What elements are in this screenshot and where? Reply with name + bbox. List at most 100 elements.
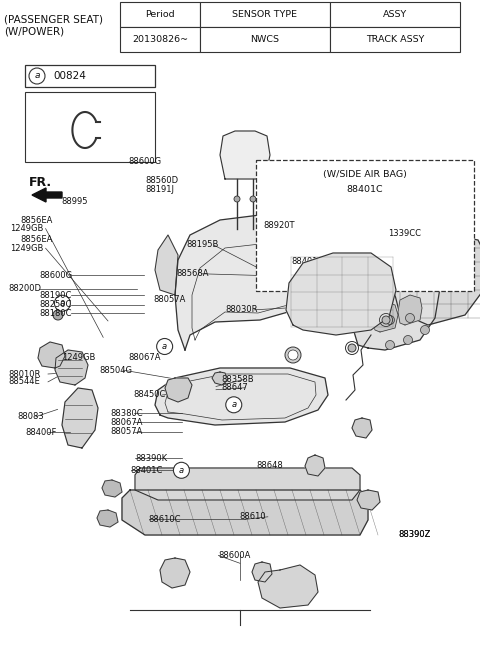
Text: FR.: FR.	[29, 176, 52, 189]
Circle shape	[420, 326, 430, 335]
Text: 88400F: 88400F	[25, 428, 56, 437]
Polygon shape	[352, 268, 440, 350]
Text: 88200D: 88200D	[9, 284, 42, 293]
Polygon shape	[102, 480, 122, 497]
Text: a: a	[231, 400, 236, 409]
Text: (PASSENGER SEAT): (PASSENGER SEAT)	[4, 14, 103, 24]
Text: a: a	[34, 71, 40, 81]
Text: 88610C: 88610C	[149, 515, 181, 524]
Text: 88380C: 88380C	[110, 409, 143, 418]
Polygon shape	[220, 131, 270, 179]
Circle shape	[53, 310, 63, 320]
Text: 88648: 88648	[257, 461, 284, 470]
Polygon shape	[122, 490, 368, 535]
Bar	[200, 27, 330, 52]
Circle shape	[226, 397, 242, 413]
Text: (W/SIDE AIR BAG): (W/SIDE AIR BAG)	[323, 170, 407, 179]
Text: a: a	[60, 299, 65, 308]
Text: 88504G: 88504G	[100, 365, 133, 375]
Text: 88600G: 88600G	[129, 157, 162, 166]
Text: 88401C: 88401C	[291, 257, 324, 266]
Text: 88560D: 88560D	[145, 176, 178, 185]
Bar	[256, 160, 474, 291]
Circle shape	[156, 339, 173, 354]
Polygon shape	[155, 368, 328, 425]
Circle shape	[385, 341, 395, 350]
Polygon shape	[372, 302, 398, 332]
Text: Period: Period	[145, 10, 175, 19]
Text: 88600A: 88600A	[218, 551, 251, 560]
Circle shape	[285, 347, 301, 363]
Text: 1249GB: 1249GB	[11, 224, 44, 233]
Bar	[330, 27, 460, 52]
Text: 88401C: 88401C	[131, 466, 163, 475]
Text: TRACK ASSY: TRACK ASSY	[366, 35, 424, 44]
Text: 1249GB: 1249GB	[62, 353, 96, 362]
Polygon shape	[398, 295, 422, 325]
Circle shape	[348, 344, 356, 352]
Text: 88030R: 88030R	[226, 305, 258, 314]
Polygon shape	[357, 490, 380, 510]
Polygon shape	[155, 235, 178, 295]
Text: 88358B: 88358B	[222, 375, 254, 384]
Polygon shape	[252, 562, 272, 582]
Polygon shape	[258, 565, 318, 608]
Bar	[25, 65, 155, 87]
Bar	[120, 2, 200, 27]
Text: 88647: 88647	[222, 383, 249, 392]
Text: a: a	[179, 466, 184, 475]
Polygon shape	[352, 418, 372, 438]
Text: 88450C: 88450C	[133, 390, 166, 400]
Text: 88195B: 88195B	[186, 240, 218, 250]
Bar	[120, 27, 200, 52]
Text: 88250C: 88250C	[39, 300, 72, 309]
Bar	[200, 2, 330, 27]
Text: 88600G: 88600G	[39, 271, 72, 280]
Polygon shape	[212, 372, 228, 385]
Circle shape	[234, 196, 240, 202]
Polygon shape	[395, 235, 480, 325]
Polygon shape	[175, 215, 310, 350]
Text: 00824: 00824	[53, 71, 86, 81]
Text: a: a	[162, 342, 167, 351]
Polygon shape	[160, 558, 190, 588]
Circle shape	[382, 316, 390, 324]
Text: 88180C: 88180C	[39, 309, 72, 318]
FancyArrow shape	[32, 188, 62, 202]
Polygon shape	[38, 342, 65, 368]
Text: 88057A: 88057A	[110, 427, 143, 436]
Text: 8856EA: 8856EA	[20, 215, 52, 225]
Text: 88067A: 88067A	[110, 418, 143, 427]
Text: 88390Z: 88390Z	[398, 530, 431, 539]
Polygon shape	[305, 455, 325, 476]
Circle shape	[29, 68, 45, 84]
Text: 88401C: 88401C	[347, 185, 384, 195]
Polygon shape	[62, 388, 98, 448]
Circle shape	[54, 295, 71, 311]
Circle shape	[250, 196, 256, 202]
Text: 88390K: 88390K	[135, 454, 168, 463]
Polygon shape	[135, 468, 360, 500]
Text: 8856EA: 8856EA	[20, 235, 52, 244]
Text: 88191J: 88191J	[145, 185, 174, 194]
Circle shape	[288, 350, 298, 360]
Text: 1339CC: 1339CC	[388, 229, 421, 238]
Circle shape	[404, 335, 412, 345]
Bar	[25, 92, 155, 162]
Text: 88190C: 88190C	[39, 291, 72, 300]
Circle shape	[385, 316, 395, 324]
Text: 88390Z: 88390Z	[398, 530, 431, 539]
Text: ASSY: ASSY	[383, 10, 407, 19]
Text: 88010R: 88010R	[9, 369, 41, 379]
Text: NWCS: NWCS	[251, 35, 279, 44]
Text: (W/POWER): (W/POWER)	[4, 26, 64, 36]
Text: 88995: 88995	[61, 197, 88, 206]
Bar	[330, 2, 460, 27]
Polygon shape	[286, 253, 396, 335]
Polygon shape	[55, 350, 88, 385]
Polygon shape	[165, 378, 192, 402]
Text: SENSOR TYPE: SENSOR TYPE	[232, 10, 298, 19]
Text: 88610: 88610	[239, 512, 265, 521]
Text: 20130826~: 20130826~	[132, 35, 188, 44]
Text: 88067A: 88067A	[129, 353, 161, 362]
